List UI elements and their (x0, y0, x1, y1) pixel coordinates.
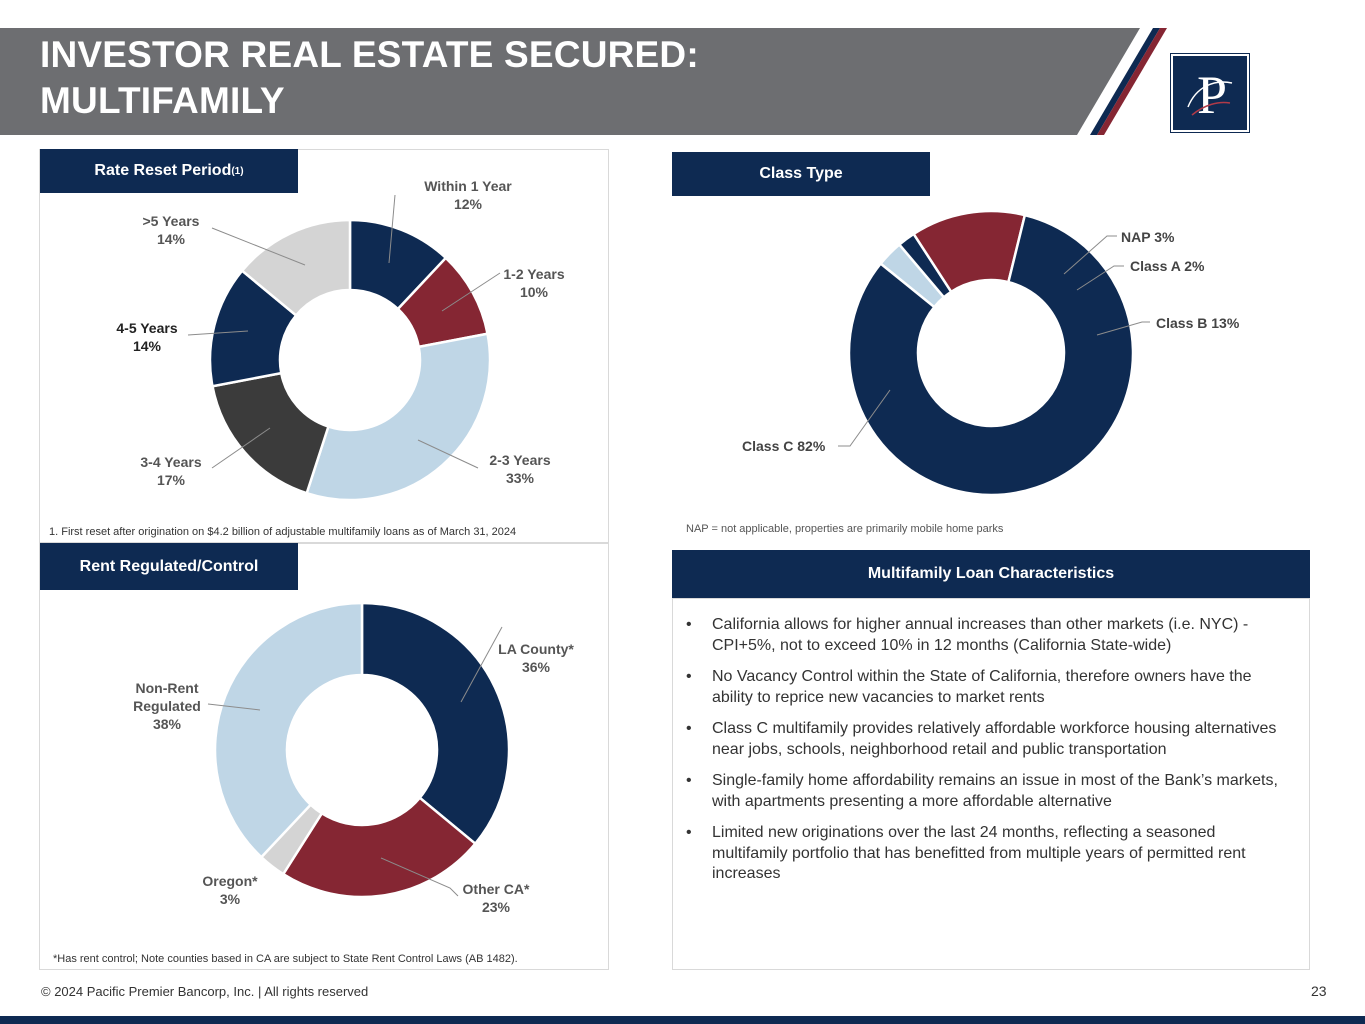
rate-reset-title-note: (1) (231, 165, 244, 177)
pacific-premier-logo-icon: P (1187, 65, 1233, 125)
page-title-line-1: INVESTOR REAL ESTATE SECURED: (40, 34, 699, 75)
donut-slice-la-county (360, 601, 511, 846)
rate-reset-label-within-1-year: Within 1 Year 12% (418, 177, 518, 213)
rate-reset-val-5: 14% (156, 231, 186, 247)
rent-regulated-val-1: 23% (481, 899, 511, 915)
characteristic-item: No Vacancy Control within the State of C… (673, 667, 1295, 708)
rate-reset-footnote: 1. First reset after origination on $4.2… (49, 526, 517, 538)
rate-reset-label-2-3-years: 2-3 Years 33% (482, 451, 558, 487)
page-title-line-2: MULTIFAMILY (40, 80, 285, 121)
rent-regulated-cat-1: Other CA* (462, 881, 530, 897)
rate-reset-title-text: Rate Reset Period (94, 162, 232, 179)
rate-reset-cat-5: >5 Years (142, 213, 200, 229)
rate-reset-val-0: 12% (453, 196, 483, 212)
rent-regulated-val-3: 38% (152, 716, 182, 732)
page-title: INVESTOR REAL ESTATE SECURED: MULTIFAMIL… (40, 32, 699, 124)
rent-regulated-cat-3: Non-Rent Regulated (133, 680, 201, 714)
characteristics-list: California allows for higher annual incr… (673, 615, 1309, 885)
rent-regulated-label-non-rent-regulated: Non-Rent Regulated 38% (122, 679, 212, 733)
class-type-footnote: NAP = not applicable, properties are pri… (686, 523, 1004, 535)
donut-slice-class-c (847, 213, 1135, 497)
rent-regulated-label-oregon: Oregon* 3% (190, 872, 270, 908)
rate-reset-cat-2: 2-3 Years (489, 452, 551, 468)
rate-reset-cat-0: Within 1 Year (424, 178, 512, 194)
rate-reset-val-2: 33% (505, 470, 535, 486)
class-type-label-nap: NAP 3% (1121, 229, 1175, 245)
rent-regulated-label-la-county: LA County* 36% (490, 640, 582, 676)
rate-reset-val-3: 17% (156, 472, 186, 488)
class-type-label-class-b: Class B 13% (1156, 315, 1240, 331)
class-type-label-class-c: Class C 82% (742, 438, 826, 454)
rent-regulated-cat-0: LA County* (498, 641, 574, 657)
rent-regulated-val-2: 3% (219, 891, 241, 907)
rate-reset-cat-3: 3-4 Years (140, 454, 202, 470)
rate-reset-label-1-2-years: 1-2 Years 10% (496, 265, 572, 301)
bottom-bar (0, 1016, 1365, 1024)
characteristic-item: Class C multifamily provides relatively … (673, 719, 1295, 760)
characteristics-title: Multifamily Loan Characteristics (672, 550, 1310, 598)
rate-reset-val-4: 14% (132, 338, 162, 354)
rent-regulated-cat-2: Oregon* (202, 873, 258, 889)
rent-regulated-title: Rent Regulated/Control (40, 543, 298, 590)
class-type-label-class-a: Class A 2% (1130, 258, 1205, 274)
rate-reset-val-1: 10% (519, 284, 549, 300)
logo-letter: P (1197, 65, 1227, 125)
rent-regulated-label-other-ca: Other CA* 23% (452, 880, 540, 916)
rent-regulated-footnote: *Has rent control; Note counties based i… (53, 953, 518, 965)
class-type-title: Class Type (672, 152, 930, 196)
company-logo: P (1173, 56, 1247, 130)
copyright: © 2024 Pacific Premier Bancorp, Inc. | A… (41, 984, 369, 999)
rate-reset-cat-4: 4-5 Years (116, 320, 178, 336)
donut-slice-2-3-years (305, 332, 492, 502)
donut-slice-other-ca (281, 796, 478, 899)
page-number: 23 (1311, 983, 1327, 999)
rate-reset-label-over-5-years: >5 Years 14% (132, 212, 210, 248)
rate-reset-label-4-5-years: 4-5 Years 14% (108, 319, 186, 355)
donut-slice-non-rent-regulated (213, 601, 364, 859)
characteristic-item: California allows for higher annual incr… (673, 615, 1295, 656)
rate-reset-cat-1: 1-2 Years (503, 266, 565, 282)
rate-reset-title: Rate Reset Period (1) (40, 149, 298, 193)
class-type-donut (838, 209, 1150, 497)
donut-slice-3-4-years (211, 371, 330, 495)
rate-reset-label-3-4-years: 3-4 Years 17% (132, 453, 210, 489)
characteristic-item: Limited new originations over the last 2… (673, 823, 1295, 885)
rent-regulated-val-0: 36% (521, 659, 551, 675)
rent-regulated-donut (207, 601, 511, 899)
characteristics-panel: California allows for higher annual incr… (672, 598, 1310, 970)
header-bar (0, 28, 1167, 135)
rate-reset-donut (187, 194, 501, 502)
characteristic-item: Single-family home affordability remains… (673, 771, 1295, 812)
donut-slice-5-years (240, 218, 352, 318)
